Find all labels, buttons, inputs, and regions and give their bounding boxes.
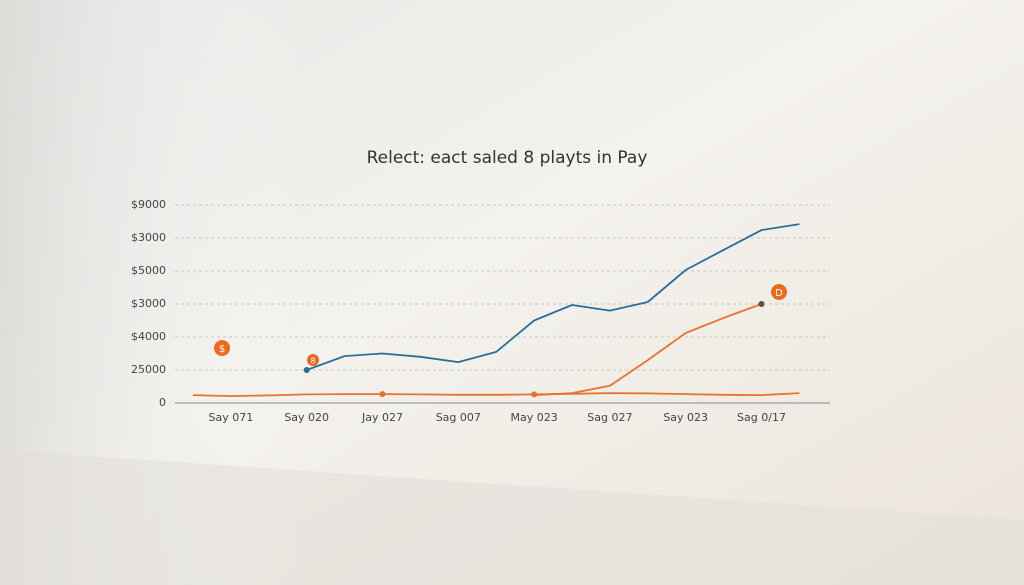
y-tick-label: $4000: [131, 330, 166, 343]
y-tick-label: 25000: [131, 363, 166, 376]
x-tick-label: Sag 0/17: [737, 411, 786, 424]
y-tick-label: 0: [159, 396, 166, 409]
point-marker: [379, 391, 386, 398]
x-tick-label: Say 071: [209, 411, 254, 424]
series-line: [306, 223, 800, 371]
annotation-text: D: [775, 288, 783, 299]
x-tick-label: Say 020: [284, 411, 329, 424]
annotation-text: 8: [310, 357, 315, 366]
chart-title: Relect: eact saled 8 playts in Pay: [367, 148, 648, 168]
annotation-badge: [214, 340, 230, 356]
x-tick-label: May 023: [510, 411, 557, 424]
x-tick-label: Sag 027: [587, 411, 632, 424]
series-line: [192, 392, 800, 397]
floor-shadow: [0, 450, 1024, 585]
annotation-badge: [307, 354, 319, 366]
y-tick-label: $9000: [131, 198, 166, 211]
x-tick-label: Say 023: [663, 411, 708, 424]
point-marker: [303, 367, 310, 373]
annotation-badge: [771, 284, 787, 300]
x-tick-label: Jay 027: [361, 411, 403, 424]
y-tick-label: $3000: [131, 231, 166, 244]
x-tick-label: Sag 007: [436, 411, 481, 424]
point-marker: [758, 301, 765, 307]
point-marker: [531, 391, 538, 398]
annotation-text: $: [219, 344, 225, 355]
y-tick-label: $3000: [131, 297, 166, 310]
y-tick-label: $5000: [131, 264, 166, 277]
